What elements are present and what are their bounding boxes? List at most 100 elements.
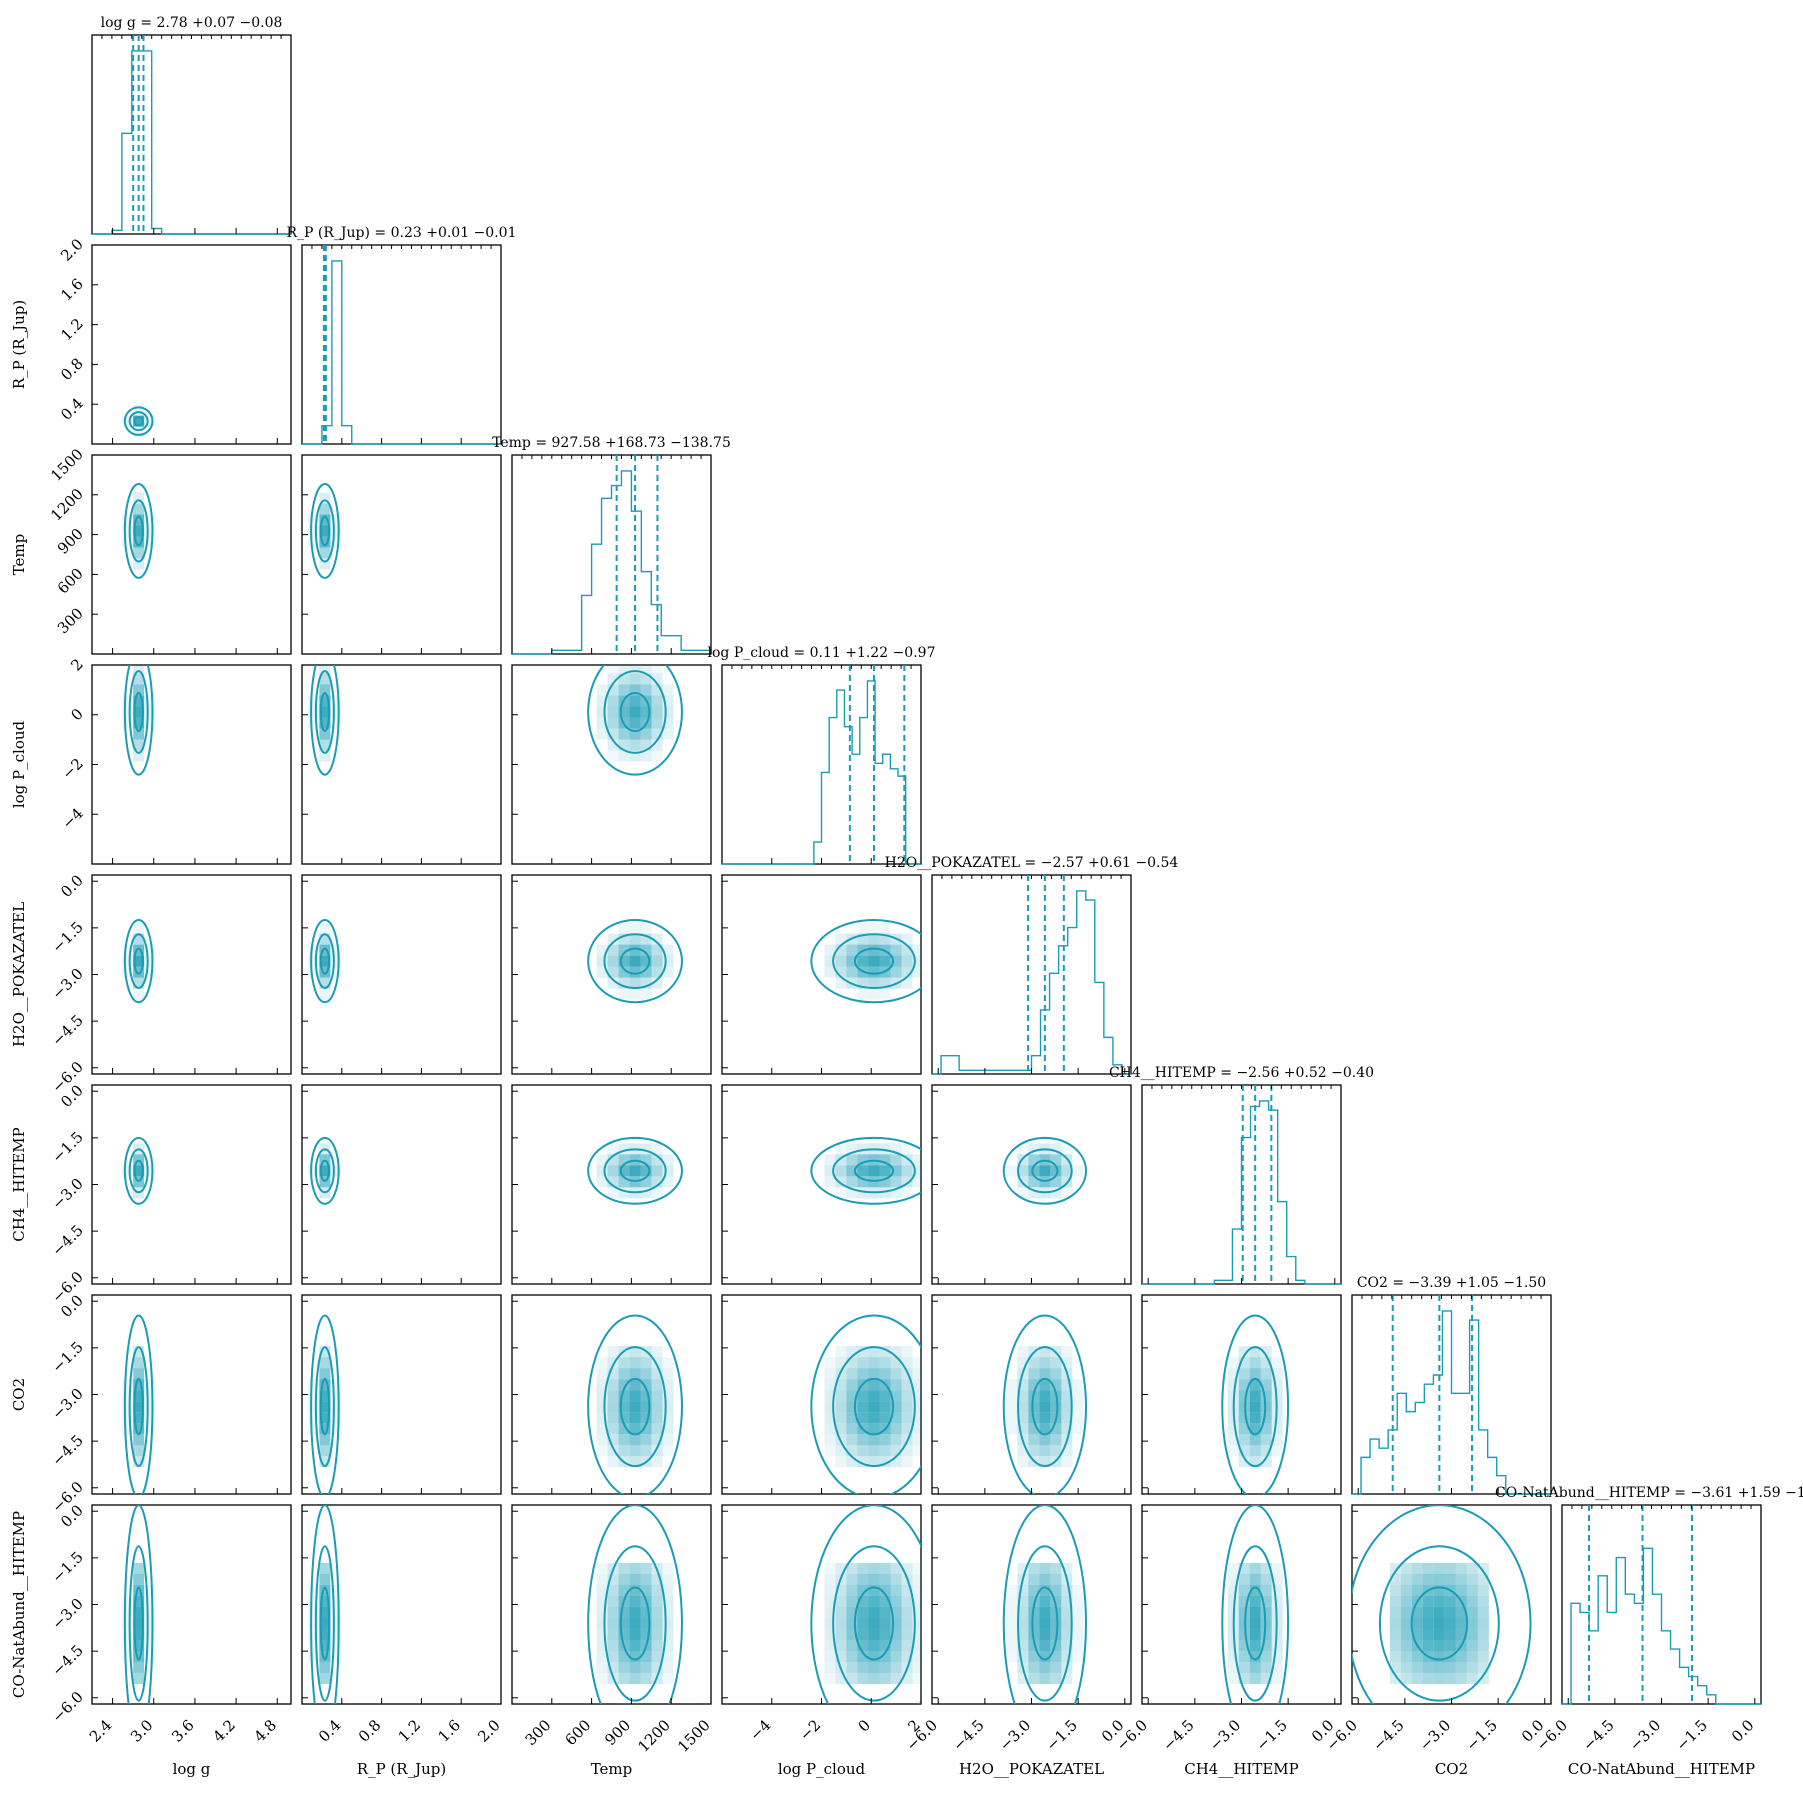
density-cell xyxy=(1260,1456,1272,1468)
density-cell xyxy=(857,1661,869,1673)
density-cell xyxy=(857,1672,869,1684)
density-cell xyxy=(1050,1154,1062,1166)
density-cell xyxy=(1039,1650,1051,1662)
y-tick-label: −3.0 xyxy=(48,1175,86,1213)
y-axis-label-3: log P_cloud xyxy=(10,720,28,808)
density-cell xyxy=(596,1390,608,1402)
density-cell xyxy=(319,1165,331,1177)
density-cell xyxy=(1444,1628,1456,1640)
histogram-step-2 xyxy=(512,470,712,655)
density-cell xyxy=(1271,1584,1283,1596)
density-cell xyxy=(890,966,902,978)
density-cell xyxy=(330,536,342,548)
density-cell xyxy=(890,1562,902,1574)
contour-level xyxy=(1017,1346,1073,1468)
density-cell xyxy=(835,1595,847,1607)
density-cell xyxy=(122,706,134,718)
density-cell xyxy=(640,1606,652,1618)
density-cell xyxy=(629,1672,641,1684)
panel-7-0 xyxy=(91,1504,292,1705)
density-cell xyxy=(1072,1584,1084,1596)
y-tick-label: 0.0 xyxy=(57,871,87,901)
density-cell xyxy=(144,1390,156,1402)
density-cell xyxy=(901,1165,913,1177)
density-cell xyxy=(1477,1595,1489,1607)
x-axis-label-3: log P_cloud xyxy=(778,1760,866,1778)
density-cell xyxy=(651,977,663,989)
density-cell xyxy=(1249,1584,1261,1596)
density-cell xyxy=(824,955,836,967)
density-cell xyxy=(308,706,320,718)
density-cell xyxy=(879,1606,891,1618)
density-cell xyxy=(618,1154,630,1166)
contour-level xyxy=(832,933,916,989)
contour-level xyxy=(314,933,335,989)
panel-frame xyxy=(91,874,292,1075)
contour-level xyxy=(587,665,683,776)
contour-level xyxy=(619,691,651,733)
density-cell xyxy=(629,1617,641,1629)
density-cell xyxy=(319,922,331,934)
contour-level xyxy=(133,1586,144,1661)
density-cell xyxy=(857,1445,869,1457)
density-cell xyxy=(868,977,880,989)
density-cell xyxy=(1061,1584,1073,1596)
density-cell xyxy=(1260,1595,1272,1607)
density-cell xyxy=(1039,1573,1051,1585)
density-cell xyxy=(133,1617,145,1629)
density-cell xyxy=(629,695,641,707)
contour-level xyxy=(619,1159,651,1182)
density-cell xyxy=(133,547,145,559)
density-cell xyxy=(144,1650,156,1662)
density-cell xyxy=(133,695,145,707)
density-cell xyxy=(846,1401,858,1413)
density-cell xyxy=(122,717,134,729)
x-tick-label: 0.4 xyxy=(315,1716,345,1746)
density-cell xyxy=(1477,1573,1489,1585)
y-tick-label: −1.5 xyxy=(48,1128,86,1166)
density-cell xyxy=(835,977,847,989)
contour-level xyxy=(310,1505,340,1704)
density-cell xyxy=(319,1379,331,1391)
density-cell xyxy=(868,1573,880,1585)
y-tick-label: −4.5 xyxy=(48,1011,86,1049)
density-cell xyxy=(1039,1165,1051,1177)
density-cell xyxy=(662,966,674,978)
density-cell xyxy=(835,1401,847,1413)
panel-6-0 xyxy=(91,1294,292,1495)
density-cell xyxy=(596,1617,608,1629)
density-cell xyxy=(607,1584,619,1596)
density-cell xyxy=(868,1445,880,1457)
density-cell xyxy=(596,1165,608,1177)
density-cell xyxy=(857,1562,869,1574)
density-cell xyxy=(1466,1584,1478,1596)
density-cell xyxy=(1455,1562,1467,1574)
density-cell xyxy=(651,739,663,751)
density-cell xyxy=(144,1595,156,1607)
density-cell xyxy=(607,966,619,978)
density-cell xyxy=(857,1187,869,1199)
density-cell xyxy=(662,1401,674,1413)
density-cell xyxy=(651,1346,663,1358)
density-cell xyxy=(1238,1606,1250,1618)
density-cell xyxy=(868,1628,880,1640)
density-cell xyxy=(890,1143,902,1155)
density-cell xyxy=(133,944,145,956)
density-cell xyxy=(824,1639,836,1651)
density-cell xyxy=(308,1628,320,1640)
density-cell xyxy=(1260,1562,1272,1574)
density-cell xyxy=(879,1187,891,1199)
density-cell xyxy=(618,1584,630,1596)
density-cell xyxy=(640,933,652,945)
panel-5-3 xyxy=(721,1084,922,1285)
density-cell xyxy=(640,665,652,674)
density-cell xyxy=(1039,1434,1051,1446)
density-cell xyxy=(596,1562,608,1574)
density-cell xyxy=(1017,1390,1029,1402)
density-cell xyxy=(1028,1176,1040,1188)
x-tick-label: 1.6 xyxy=(434,1716,464,1746)
density-cell xyxy=(868,966,880,978)
density-cell xyxy=(662,1445,674,1457)
density-cell xyxy=(879,1456,891,1468)
density-cell xyxy=(890,1401,902,1413)
